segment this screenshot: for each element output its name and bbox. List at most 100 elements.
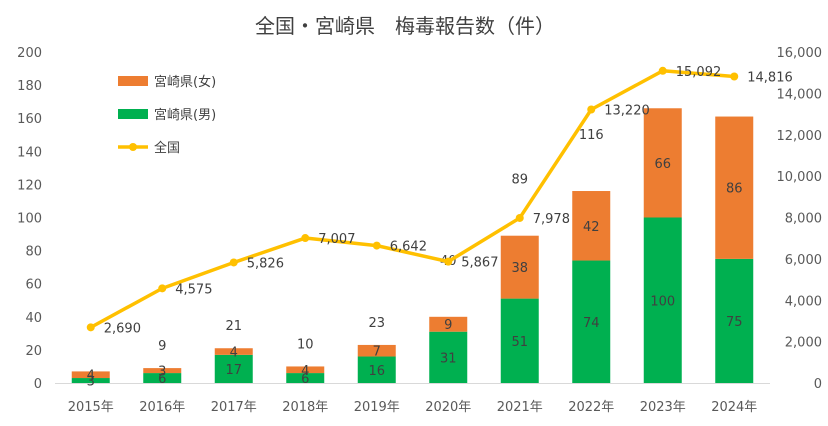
x-axis: 2015年 2016年 2017年 2018年 2019年 2020年 2021年 2022年… [55,383,770,415]
bar-female-label: 66 [654,157,671,172]
bar-male [286,373,325,383]
y-right-tick-label: 14,000 [777,87,823,102]
bar-male-label: 17 [225,363,242,378]
y-left-tick-label: 80 [25,245,42,260]
bar-female [500,235,539,299]
y-right-tick-label: 6,000 [785,253,822,268]
y-left-tick-label: 40 [25,311,42,326]
legend-label-female: 宮崎県(女) [154,74,216,90]
bar-total-label: 21 [225,319,242,334]
bar-female [286,366,325,374]
x-tick-label: 2019年 [354,400,400,415]
x-tick-label: 2021年 [497,400,543,415]
bar-male [715,258,754,383]
x-tick-label: 2017年 [211,400,257,415]
bar-total-label: 116 [579,128,604,143]
left-axis: 0 20 40 60 80 100 120 140 160 180 200 [17,46,42,392]
bar-male [500,298,539,383]
bar-total-label: 10 [297,337,314,352]
x-tick-label: 2016年 [139,400,185,415]
line-point [730,72,739,81]
line-point [515,213,524,222]
line-value-label: 5,867 [461,256,498,271]
legend-swatch-female [118,76,148,86]
bar-female [572,191,611,261]
bar-male-label: 6 [158,372,166,387]
line-value-label: 5,826 [247,256,284,271]
line-value-label: 2,690 [104,321,141,336]
y-right-tick-label: 8,000 [785,212,822,227]
bar-male-label: 31 [440,351,457,366]
line-value-label: 7,978 [533,212,570,227]
bar-total-label: 89 [511,173,528,188]
bar-total-label: 23 [368,316,385,331]
y-left-tick-label: 20 [25,344,42,359]
y-left-tick-label: 120 [17,178,42,193]
line-value-label: 14,816 [747,70,793,85]
bar-male-label: 51 [511,335,528,350]
legend: 宮崎県(女) 宮崎県(男) 全国 [118,74,216,156]
bar-male-label: 100 [650,294,675,309]
bar-female [643,108,682,218]
bar-female [143,368,182,374]
legend-swatch-male [118,109,148,119]
bar-female [357,344,396,357]
bar-female-label: 4 [87,369,95,384]
line-value-label: 4,575 [175,282,212,297]
bar-female-label: 7 [373,345,381,360]
bar-male-label: 75 [726,315,743,330]
x-tick-label: 2015年 [68,400,114,415]
y-right-tick-label: 12,000 [777,129,823,144]
bar-series: 3463917421641016723319405138897442116100… [71,108,754,390]
line-value-label: 6,642 [390,240,427,255]
bar-female-label: 42 [583,220,600,235]
line-point [86,323,95,332]
line-national [89,69,735,329]
line-point [229,258,238,267]
bar-female [214,348,253,355]
bar-female-label: 38 [511,261,528,276]
y-left-tick-label: 140 [17,145,42,160]
bar-male [71,378,110,383]
y-right-tick-label: 10,000 [777,170,823,185]
chart-title: 全国・宮崎県 梅毒報告数（件） [255,14,555,38]
bar-male-label: 3 [87,375,95,390]
y-left-tick-label: 180 [17,79,42,94]
x-tick-label: 2023年 [640,400,686,415]
right-axis: 0 2,000 4,000 6,000 8,000 10,000 12,000 14,000 1… [777,46,823,392]
bar-female [715,116,754,259]
bar-male [643,217,682,383]
y-left-tick-label: 200 [17,46,42,61]
line-value-label: 13,220 [604,104,650,119]
line-value-label: 15,092 [676,65,722,80]
bar-male [357,356,396,383]
y-right-tick-label: 0 [814,377,822,392]
bar-male [429,331,468,383]
legend-label-national: 全国 [154,140,180,156]
line-series: 2,690 4,575 5,826 7,007 6,642 5,867 7,978 13,22… [86,65,793,336]
bar-male [143,373,182,383]
bar-female-label: 4 [230,346,238,361]
line-point [658,66,667,75]
y-right-tick-label: 2,000 [785,336,822,351]
bar-male-label: 74 [583,316,600,331]
x-tick-label: 2018年 [282,400,328,415]
x-tick-label: 2024年 [711,400,757,415]
y-left-tick-label: 60 [25,278,42,293]
bar-female-label: 86 [726,182,743,197]
legend-marker-national [129,143,137,151]
y-left-tick-label: 0 [34,377,42,392]
bar-male [214,354,253,383]
y-right-tick-label: 16,000 [777,46,823,61]
bar-female-label: 9 [444,318,452,333]
x-tick-label: 2022年 [568,400,614,415]
line-point [158,284,167,293]
line-point [372,241,381,250]
bar-male [572,260,611,383]
y-left-tick-label: 100 [17,212,42,227]
line-value-label: 7,007 [318,232,355,247]
x-tick-label: 2020年 [425,400,471,415]
line-point [301,234,310,243]
legend-label-male: 宮崎県(男) [154,107,216,123]
